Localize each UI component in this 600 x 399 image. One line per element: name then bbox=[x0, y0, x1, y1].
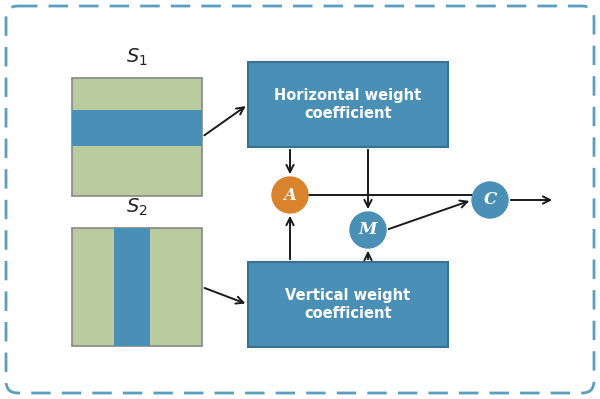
Text: $S_2$: $S_2$ bbox=[126, 197, 148, 218]
FancyBboxPatch shape bbox=[114, 228, 150, 346]
Text: C: C bbox=[484, 192, 497, 209]
Circle shape bbox=[472, 182, 508, 218]
FancyBboxPatch shape bbox=[72, 78, 202, 196]
Text: Vertical weight
coefficient: Vertical weight coefficient bbox=[286, 288, 410, 321]
Text: M: M bbox=[359, 221, 377, 239]
FancyBboxPatch shape bbox=[248, 62, 448, 147]
Text: A: A bbox=[284, 186, 296, 203]
Text: Horizontal weight
coefficient: Horizontal weight coefficient bbox=[274, 88, 422, 121]
FancyBboxPatch shape bbox=[6, 6, 594, 393]
FancyBboxPatch shape bbox=[72, 228, 202, 346]
Circle shape bbox=[272, 177, 308, 213]
FancyBboxPatch shape bbox=[72, 110, 202, 146]
Text: $S_1$: $S_1$ bbox=[126, 47, 148, 68]
Circle shape bbox=[350, 212, 386, 248]
FancyBboxPatch shape bbox=[248, 262, 448, 347]
